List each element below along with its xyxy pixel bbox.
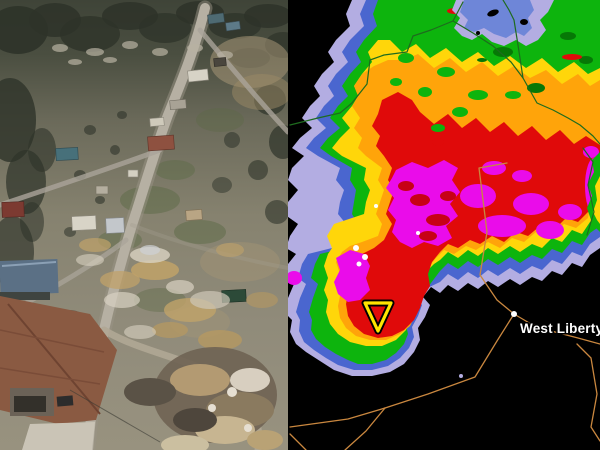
car xyxy=(56,395,74,407)
radar-pane: West Liberty xyxy=(288,0,600,450)
place-label: West Liberty xyxy=(520,321,600,336)
grass-and-ground-patches xyxy=(98,36,288,338)
blue-roof-building xyxy=(0,258,59,300)
red-rubble xyxy=(147,134,175,152)
damage-photo-illustration xyxy=(0,0,288,450)
county-lines xyxy=(289,0,600,236)
storm-reflectivity xyxy=(288,0,600,378)
large-debris-pile xyxy=(69,347,283,450)
dark-green-clumps xyxy=(477,32,593,93)
brown-barn xyxy=(0,296,117,450)
debris-field xyxy=(76,238,278,350)
smoke-wisp xyxy=(140,245,160,255)
road-lines xyxy=(289,162,600,450)
distant-houses-row xyxy=(52,41,233,65)
damage-photo-pane xyxy=(0,0,288,450)
houses xyxy=(1,12,247,303)
patch-black-specks xyxy=(476,9,528,35)
white-core-specks xyxy=(353,204,420,267)
barn-wall xyxy=(22,422,95,450)
radar-map: West Liberty xyxy=(288,0,600,450)
stray-echo-speck xyxy=(459,374,463,378)
tornado-triangle-icon xyxy=(361,299,395,335)
green-speckles xyxy=(390,53,521,132)
town-dot xyxy=(511,311,517,317)
